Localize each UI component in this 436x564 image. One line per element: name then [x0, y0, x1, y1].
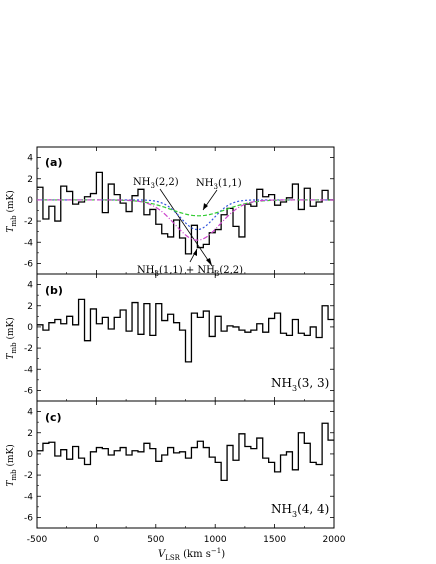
y-tick-label: -6 [24, 259, 33, 269]
y-tick-label: -2 [24, 217, 33, 227]
spectrum-line [37, 422, 334, 482]
y-tick-label: 0 [27, 323, 33, 333]
panel-c: (c) NH3(4, 4) 4 2 0 -2 -4 -6 Tmb (mK) [5, 400, 335, 529]
y-tick-label: -2 [24, 471, 33, 481]
spectrum-line [37, 298, 334, 363]
y-tick-label: 2 [27, 302, 33, 312]
y-tick-label: 0 [27, 450, 33, 460]
fit-curve [37, 199, 334, 241]
spectrum-line [37, 171, 334, 255]
y-axis-label: Tmb (mK) [5, 190, 18, 232]
x-tick-label: -500 [27, 535, 48, 545]
panel-c-label: (c) [45, 411, 62, 424]
panel-a-label: (a) [45, 156, 62, 169]
arrowhead-nh3-22 [206, 258, 212, 266]
annotation-sum: NH3(1,1) + NH3(2,2) [137, 265, 243, 278]
y-axis-label: Tmb (mK) [5, 317, 18, 359]
y-tick-label: 4 [27, 154, 33, 164]
y-tick-label: -6 [24, 513, 33, 523]
x-tick-label: 500 [147, 535, 164, 545]
y-tick-label: -4 [24, 492, 33, 502]
y-tick-label: 2 [27, 175, 33, 185]
y-tick-label: 4 [27, 281, 33, 291]
panel-frame [36, 146, 335, 275]
x-tick-label: 1500 [263, 535, 286, 545]
panel-c-legend: NH3(4, 4) [271, 502, 329, 519]
panel-b-legend: NH3(3, 3) [271, 376, 329, 393]
annotation-nh3-11: NH3(1,1) [196, 178, 242, 191]
arrowhead-nh3-11 [203, 203, 208, 210]
panel-b: (b) NH3(3, 3) 4 2 0 -2 -4 -6 Tmb (mK) [5, 273, 335, 402]
y-tick-label: -4 [24, 238, 33, 248]
annotation-arrow-nh3-22 [159, 188, 213, 267]
arrowhead-sum [193, 249, 197, 256]
x-tick-label: 1000 [204, 535, 227, 545]
y-tick-label: -2 [24, 344, 33, 354]
fit-curve [37, 199, 334, 217]
y-tick-label: 2 [27, 429, 33, 439]
fit-curve [37, 199, 334, 231]
y-tick-label: -4 [24, 365, 33, 375]
panel-b-label: (b) [45, 284, 63, 297]
y-tick-label: 4 [27, 408, 33, 418]
y-tick-label: 0 [27, 196, 33, 206]
y-tick-label: -6 [24, 386, 33, 396]
annotation-nh3-22: NH3(2,2) [133, 177, 179, 190]
x-tick-label: 0 [94, 535, 100, 545]
x-axis-label: VLSR (km s−1) [158, 547, 225, 562]
x-tick-label: 2000 [323, 535, 346, 545]
panel-a: (a) NH3(2,2) NH3(1,1) NH3(1,1) + NH3(2,2… [5, 146, 335, 278]
y-axis-label: Tmb (mK) [5, 444, 18, 486]
